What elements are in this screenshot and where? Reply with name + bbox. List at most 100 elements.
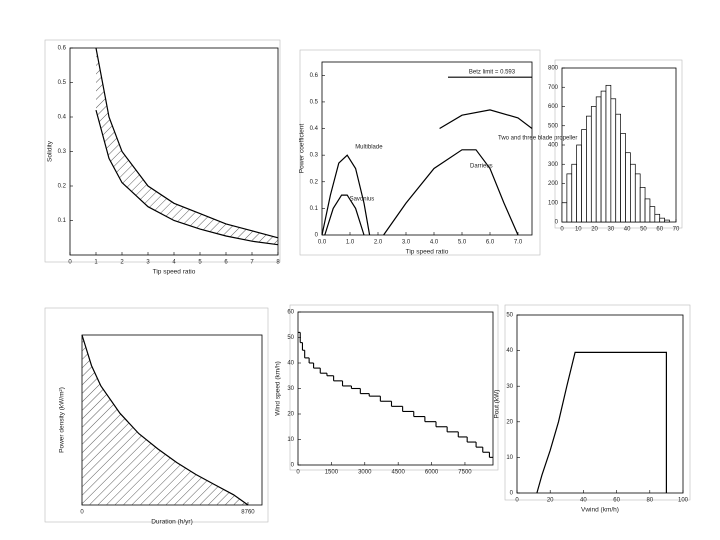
curve xyxy=(95,47,279,239)
histogram-bar xyxy=(610,98,617,223)
x-tick-label: 3.0 xyxy=(402,240,411,246)
y-tick-label: 10 xyxy=(287,437,294,443)
figure-frame xyxy=(554,59,683,229)
x-tick-label: 7500 xyxy=(458,470,472,476)
x-tick-label: 3 xyxy=(146,260,150,266)
y-tick-label: 0 xyxy=(555,220,559,226)
y-tick-label: 40 xyxy=(506,348,513,354)
y-axis-label: Power density (kW/m²) xyxy=(59,387,66,453)
histogram-bar xyxy=(576,144,582,223)
x-tick-label: 4500 xyxy=(391,470,405,476)
y-tick-label: 50 xyxy=(506,313,513,319)
y-tick-label: 0.4 xyxy=(58,115,67,121)
y-tick-label: 0.5 xyxy=(310,100,319,106)
x-tick-label: 0.0 xyxy=(318,240,327,246)
y-axis-label: Pout (kW) xyxy=(494,390,501,419)
x-tick-label: 1 xyxy=(94,260,98,266)
x-tick-label: 0 xyxy=(296,470,300,476)
histogram-bar xyxy=(649,206,656,223)
histogram-bar xyxy=(605,84,612,223)
histogram-bar xyxy=(659,217,665,223)
curve xyxy=(324,194,365,236)
y-tick-label: 100 xyxy=(548,200,559,206)
x-tick-label: 1.0 xyxy=(346,240,355,246)
curve xyxy=(536,351,667,494)
x-tick-label: 40 xyxy=(624,227,631,233)
curve-label: Darrieus xyxy=(470,163,493,169)
y-tick-label: 30 xyxy=(287,386,294,392)
y-tick-label: 0.4 xyxy=(310,126,319,132)
x-axis-label: Duration (h/yr) xyxy=(151,519,193,526)
x-axis-label: Tip speed ratio xyxy=(406,249,449,256)
curve xyxy=(383,149,519,236)
histogram-bar xyxy=(639,187,646,223)
histogram-bar xyxy=(581,129,587,223)
histogram-bar xyxy=(590,106,597,223)
curve xyxy=(439,109,533,130)
x-tick-label: 6000 xyxy=(425,470,439,476)
y-tick-label: 0.2 xyxy=(310,179,319,185)
histogram-bar xyxy=(615,113,621,223)
y-tick-label: 600 xyxy=(548,104,559,110)
figure-frame xyxy=(44,39,281,263)
y-tick-label: 0.6 xyxy=(310,73,319,79)
y-tick-label: 50 xyxy=(287,335,294,341)
area-fill xyxy=(82,335,248,505)
x-tick-label: 60 xyxy=(613,498,620,504)
y-tick-label: 20 xyxy=(506,419,513,425)
y-tick-label: 800 xyxy=(548,66,559,72)
y-tick-label: 0.2 xyxy=(58,184,67,190)
x-tick-label: 1500 xyxy=(325,470,339,476)
y-tick-label: 500 xyxy=(548,123,559,129)
y-tick-label: 0.3 xyxy=(58,149,67,155)
histogram-bar xyxy=(620,133,626,223)
y-tick-label: 0.1 xyxy=(310,206,319,212)
x-tick-label: 80 xyxy=(646,498,653,504)
histogram-bar xyxy=(561,202,568,223)
y-tick-label: 0.6 xyxy=(58,46,67,52)
x-tick-label: 60 xyxy=(656,227,663,233)
y-tick-label: 40 xyxy=(287,361,294,367)
histogram-bar xyxy=(634,173,641,223)
x-tick-label: 6 xyxy=(224,260,228,266)
x-axis-label: Vwind (km/h) xyxy=(581,507,619,514)
x-tick-label: 0 xyxy=(80,510,84,516)
y-tick-label: 60 xyxy=(287,310,294,316)
x-tick-label: 7 xyxy=(250,260,254,266)
x-tick-label: 8760 xyxy=(241,510,255,516)
histogram-bar xyxy=(571,163,578,223)
histogram-bar xyxy=(600,90,607,223)
x-tick-label: 40 xyxy=(580,498,587,504)
y-tick-label: 30 xyxy=(506,384,513,390)
y-tick-label: 0.1 xyxy=(58,218,67,224)
y-tick-label: 0 xyxy=(291,463,295,469)
x-tick-label: 0 xyxy=(515,498,519,504)
y-tick-label: 700 xyxy=(548,85,559,91)
y-tick-label: 400 xyxy=(548,143,559,149)
plot-frame xyxy=(516,314,684,494)
y-tick-label: 0 xyxy=(510,491,514,497)
curve-label: Multiblade xyxy=(355,145,383,151)
x-tick-label: 20 xyxy=(591,227,598,233)
figure-frame xyxy=(299,49,541,256)
x-tick-label: 4.0 xyxy=(430,240,439,246)
histogram-bar xyxy=(566,173,573,223)
band-fill xyxy=(96,48,278,245)
y-tick-label: 10 xyxy=(506,455,513,461)
x-tick-label: 10 xyxy=(575,227,582,233)
histogram-bar xyxy=(654,213,661,223)
curve-label: Savonius xyxy=(350,197,375,203)
x-tick-label: 4 xyxy=(172,260,176,266)
histogram-bar xyxy=(595,96,602,223)
x-tick-label: 0 xyxy=(560,227,564,233)
curve xyxy=(81,334,249,506)
y-tick-label: 0 xyxy=(315,233,319,239)
x-tick-label: 20 xyxy=(547,498,554,504)
histogram-bar xyxy=(630,163,636,223)
x-tick-label: 0 xyxy=(68,260,72,266)
y-axis-label: Wind speed (km/h) xyxy=(275,361,282,416)
x-tick-label: 50 xyxy=(640,227,647,233)
limit-label: Betz limit = 0.593 xyxy=(469,70,516,76)
x-tick-label: 100 xyxy=(678,498,689,504)
